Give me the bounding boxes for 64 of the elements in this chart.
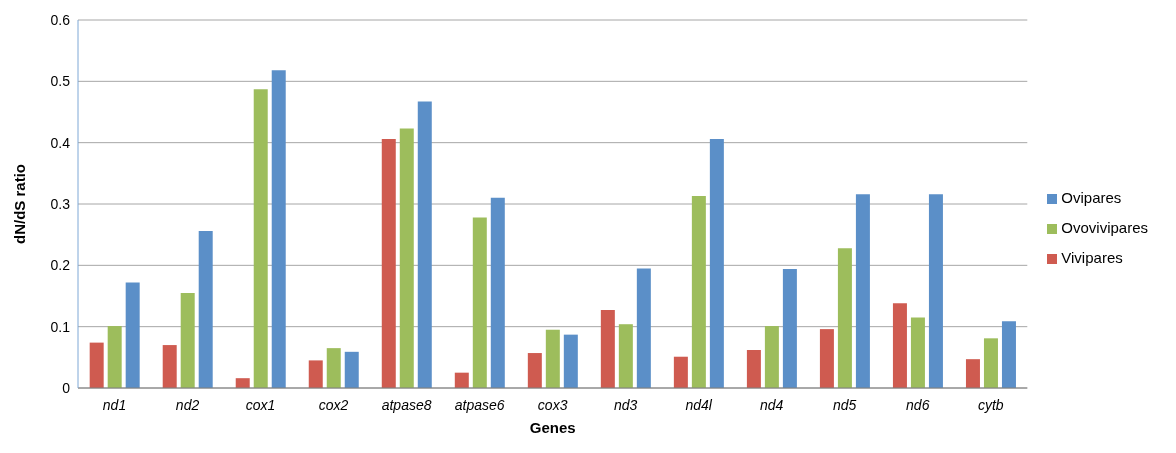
x-tick-label: cox1 [245,397,276,413]
bar [928,194,943,388]
legend-label: Vivipares [1061,249,1123,266]
bar [892,303,907,388]
bar [399,128,414,388]
y-axis-title: dN/dS ratio [11,163,29,245]
y-tick-label: 0.5 [50,73,71,90]
bar [527,353,542,388]
x-axis-title: Genes [529,418,576,436]
bar [782,269,797,388]
y-tick-label: 0 [62,379,71,396]
bar [271,70,286,388]
bar [235,378,250,388]
bar [764,326,779,388]
y-tick-label: 0.1 [50,318,71,335]
bar [472,217,487,388]
y-tick-label: 0.3 [50,195,71,212]
bar [454,372,469,388]
bar [819,329,834,388]
bar [983,338,998,388]
bar [545,329,560,388]
x-tick-label: nd5 [833,397,857,413]
bar [381,138,396,388]
x-tick-label: nd3 [613,397,638,413]
bar [855,194,870,388]
bar [198,230,213,388]
bar [107,326,122,388]
bar [691,196,706,388]
bar [344,351,359,388]
bar [326,348,341,388]
legend-label: Ovovivipares [1061,219,1148,236]
bar [563,334,578,388]
bar [180,292,195,388]
y-tick-label: 0.4 [50,134,71,151]
bar [89,342,104,388]
x-tick-label: atpase8 [381,397,432,413]
bar [673,356,688,388]
x-tick-label: cox3 [537,397,568,413]
bar [636,268,651,388]
x-tick-label: cox2 [318,397,349,413]
bar [162,345,177,388]
x-tick-label: nd1 [102,397,127,413]
x-tick-label: nd4 [760,397,784,413]
x-tick-label: nd2 [175,397,200,413]
bar [125,282,140,388]
y-tick-label: 0.2 [50,257,71,274]
bar [253,89,268,388]
bar [618,324,633,388]
bar [308,360,323,388]
bar [837,248,852,388]
bar [746,349,761,388]
bar [965,359,980,388]
legend-label: Ovipares [1061,189,1122,206]
x-tick-label: nd6 [906,397,930,413]
bar [490,197,505,388]
bar [709,138,724,388]
y-tick-label: 0.6 [50,11,71,28]
bar [1001,321,1016,388]
bar [600,310,615,388]
x-tick-label: cytb [977,397,1004,413]
bar [910,317,925,388]
x-tick-label: nd4l [685,397,713,413]
x-tick-label: atpase6 [454,397,505,413]
bar [417,101,432,388]
